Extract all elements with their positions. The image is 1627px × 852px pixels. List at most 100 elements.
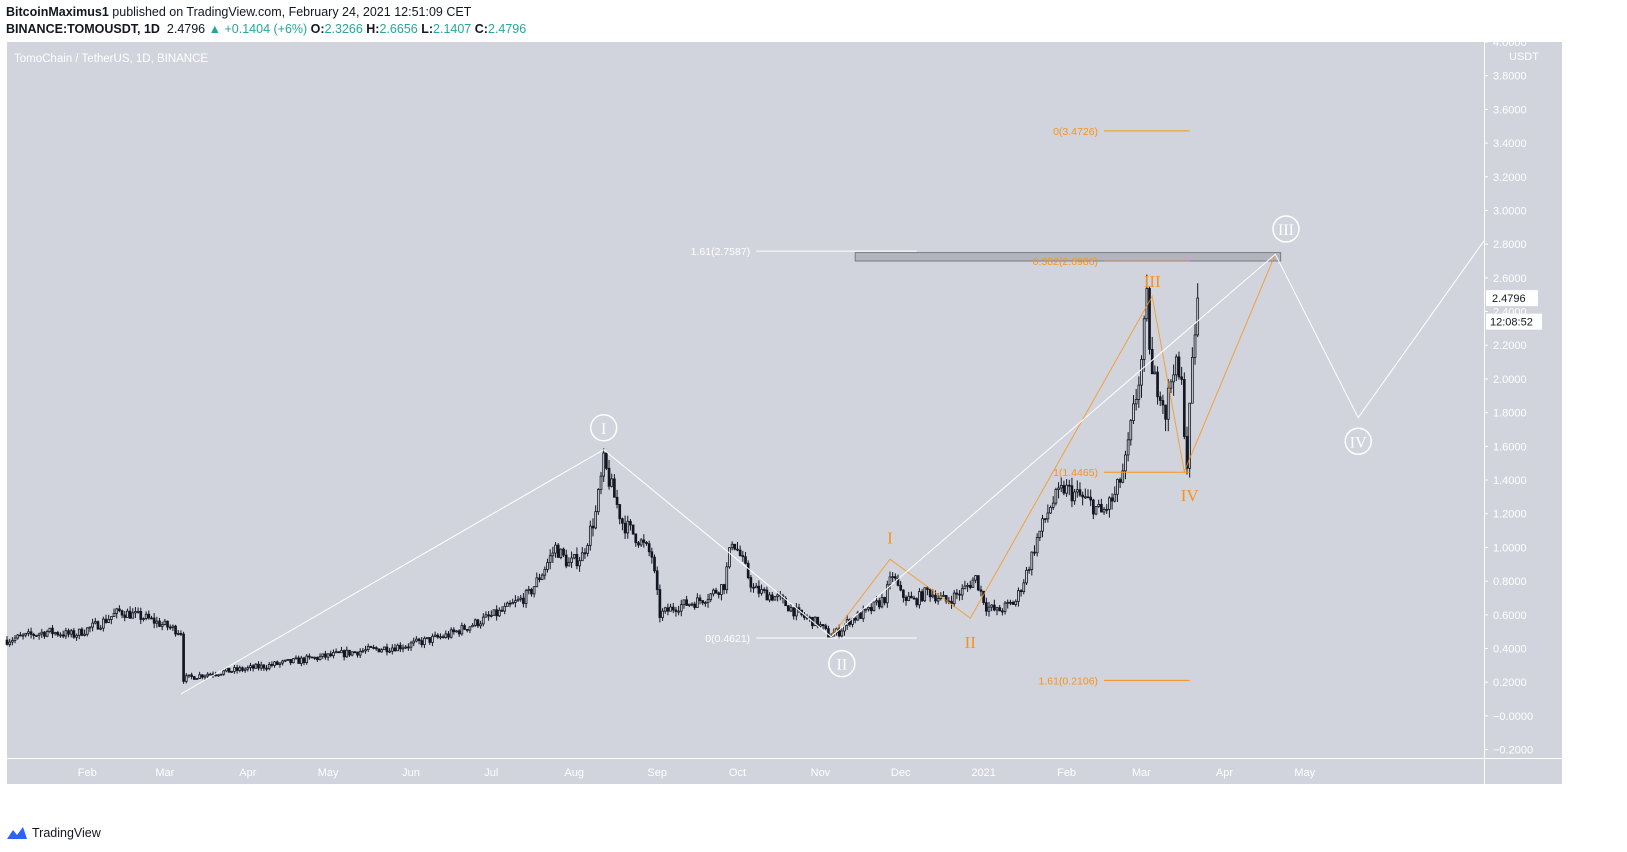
candle-body: [241, 667, 244, 671]
candle-body: [273, 661, 276, 666]
candle-body: [942, 595, 945, 597]
candle-body: [586, 545, 589, 554]
candle-body: [1156, 371, 1159, 398]
candle-body: [126, 610, 129, 618]
y-tick-label: 3.6000: [1493, 104, 1527, 116]
candle-body: [1001, 610, 1004, 613]
candle-body: [85, 627, 89, 635]
candle-body: [559, 548, 563, 558]
candle-body: [120, 610, 124, 616]
candle-body: [487, 614, 490, 617]
footer: TradingView: [6, 826, 101, 840]
candle-body: [340, 650, 343, 654]
candle-body: [1014, 600, 1018, 605]
candle-body: [358, 651, 362, 656]
candle-body: [16, 634, 20, 639]
candle-body: [131, 612, 135, 619]
candle-body: [623, 522, 627, 534]
candle-body: [554, 544, 557, 554]
candle-body: [931, 594, 935, 598]
candle-body: [564, 554, 568, 567]
candle-body: [1035, 537, 1039, 554]
candle-body: [615, 496, 619, 505]
y-tick-label: −0.2000: [1493, 745, 1533, 757]
candle-body: [190, 674, 193, 677]
candle-body: [693, 603, 696, 608]
candle-body: [827, 628, 830, 639]
candle-body: [390, 647, 394, 652]
change-value: +0.1404 (+6%): [224, 22, 308, 36]
candle-body: [912, 597, 916, 600]
candle-body: [308, 655, 311, 658]
candle-body: [182, 633, 185, 682]
candle-body: [246, 667, 250, 670]
candle-body: [243, 668, 247, 671]
candle-body: [1075, 489, 1079, 493]
candle-body: [530, 588, 533, 595]
candle-body: [1126, 439, 1130, 456]
orange-wave-label: II: [965, 633, 977, 652]
candle-body: [96, 621, 100, 630]
candle-body: [864, 608, 868, 611]
y-tick-label: 2.0000: [1493, 374, 1527, 386]
candle-body: [1078, 489, 1082, 496]
price-unit-label: USDT: [1509, 51, 1539, 63]
candle-body: [88, 626, 92, 629]
candle-body: [1129, 420, 1133, 441]
candle-body: [1196, 297, 1200, 336]
candle-body: [757, 585, 761, 594]
candle-body: [152, 617, 156, 624]
candle-body: [230, 670, 234, 673]
candle-body: [642, 539, 646, 543]
close-label: C:: [474, 22, 488, 36]
candle-body: [867, 607, 870, 610]
candle-body: [481, 616, 485, 625]
candle-body: [1089, 496, 1093, 501]
candle-body: [374, 647, 378, 650]
candle-body: [645, 542, 648, 545]
candle-body: [1046, 512, 1050, 520]
candle-body: [631, 524, 635, 535]
candle-body: [136, 611, 140, 613]
candle-body: [907, 595, 911, 601]
candle-body: [409, 642, 413, 648]
candle-body: [920, 591, 924, 602]
candle-body: [257, 663, 260, 669]
x-tick-label: Dec: [891, 767, 911, 779]
white-wave-label: I: [601, 421, 606, 438]
author-name[interactable]: BitcoinMaximus1: [6, 5, 109, 19]
candle-body: [987, 606, 991, 612]
tradingview-brand[interactable]: TradingView: [32, 826, 101, 840]
candle-body: [522, 597, 525, 604]
candle-body: [856, 612, 860, 621]
candle-body: [599, 475, 603, 490]
candle-body: [302, 657, 306, 663]
candle-body: [888, 576, 892, 586]
candle-body: [1081, 494, 1084, 498]
candle-body: [1105, 508, 1109, 511]
y-tick-label: 3.2000: [1493, 172, 1527, 184]
candle-body: [40, 631, 44, 635]
candle-body: [1065, 484, 1068, 494]
candle-body: [543, 569, 547, 576]
resistance-zone: [854, 252, 1282, 262]
candle-body: [80, 628, 84, 636]
candle-body: [93, 621, 97, 624]
candle-body: [123, 614, 127, 618]
candle-body: [476, 619, 480, 627]
candle-body: [567, 562, 571, 567]
orange-wave-label: IV: [1181, 486, 1200, 505]
candle-body: [329, 653, 333, 657]
candle-body: [21, 634, 25, 637]
candle-body: [979, 589, 983, 592]
candle-body: [880, 596, 884, 608]
candle-body: [669, 606, 672, 612]
candle-body: [634, 533, 638, 544]
candle-body: [819, 624, 822, 627]
candle-body: [439, 636, 442, 639]
candle-body: [1142, 318, 1146, 360]
candle-body: [583, 552, 587, 555]
candle-body: [508, 602, 512, 605]
candle-body: [463, 625, 466, 630]
